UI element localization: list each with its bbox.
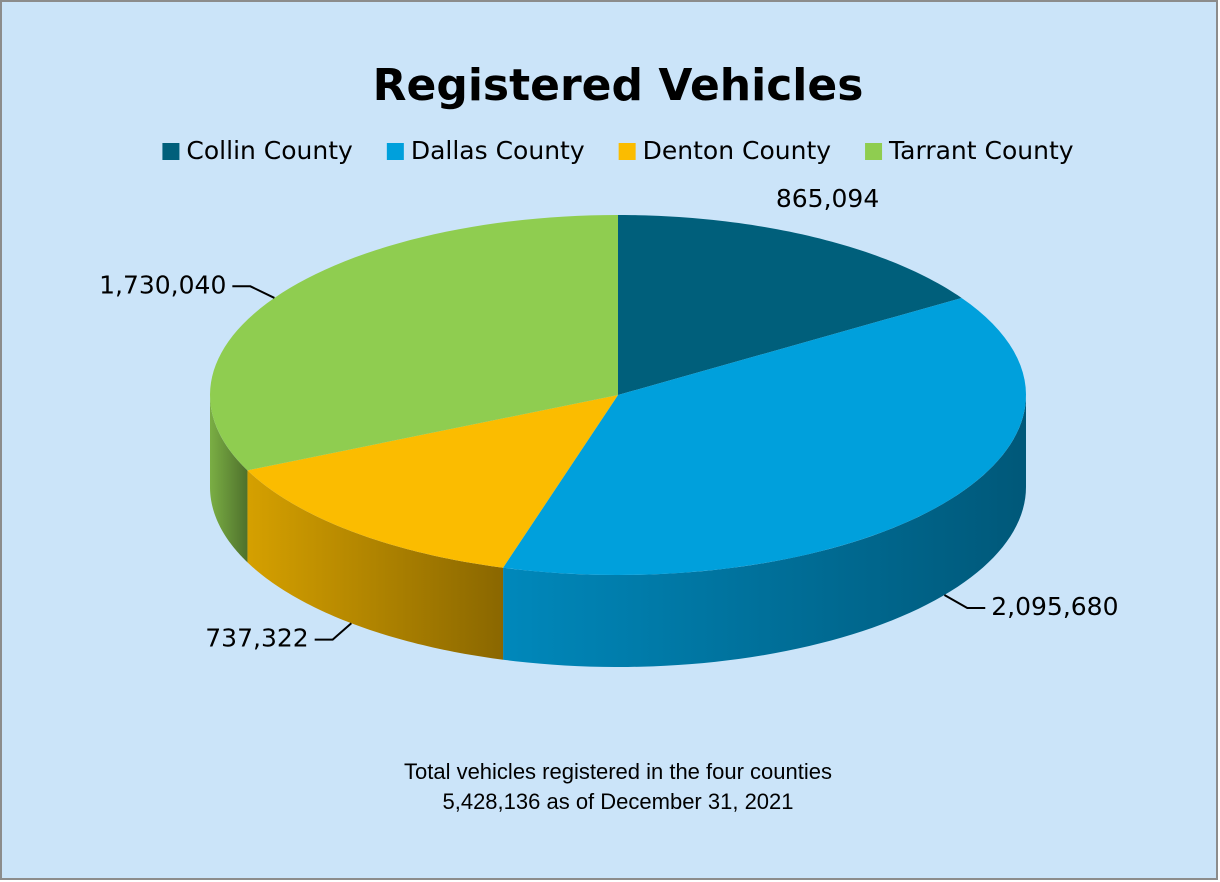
legend-label: Tarrant County xyxy=(888,136,1074,165)
legend-item: Dallas County xyxy=(386,136,585,165)
legend-item: Collin County xyxy=(162,136,353,165)
slice-side xyxy=(210,395,248,563)
legend-label: Denton County xyxy=(643,136,832,165)
legend-label: Dallas County xyxy=(411,136,585,165)
legend-swatch xyxy=(162,143,180,160)
leader-line xyxy=(314,622,352,641)
slice xyxy=(618,215,962,395)
legend-swatch xyxy=(386,143,404,160)
annotation: 5,428,136 as of December 31, 2021 xyxy=(442,789,793,814)
slice xyxy=(503,297,1026,575)
legend-swatch xyxy=(618,143,636,160)
leader-line xyxy=(943,594,986,609)
legend-item: Denton County xyxy=(618,136,832,165)
legend-item: Tarrant County xyxy=(865,136,1074,165)
data-label: 865,094 xyxy=(776,184,879,213)
slice xyxy=(247,395,619,568)
data-label: 1,730,040 xyxy=(99,270,226,299)
leader-line xyxy=(232,285,275,299)
annotation: Total vehicles registered in the four co… xyxy=(404,759,832,784)
data-label: 2,095,680 xyxy=(991,592,1118,621)
slice xyxy=(210,215,618,471)
chart-title: Registered Vehicles xyxy=(373,60,864,111)
legend-swatch xyxy=(865,143,883,160)
slice-side xyxy=(247,470,504,660)
slice-side xyxy=(503,395,1026,667)
legend-label: Collin County xyxy=(186,136,353,165)
data-label: 737,322 xyxy=(205,624,308,653)
